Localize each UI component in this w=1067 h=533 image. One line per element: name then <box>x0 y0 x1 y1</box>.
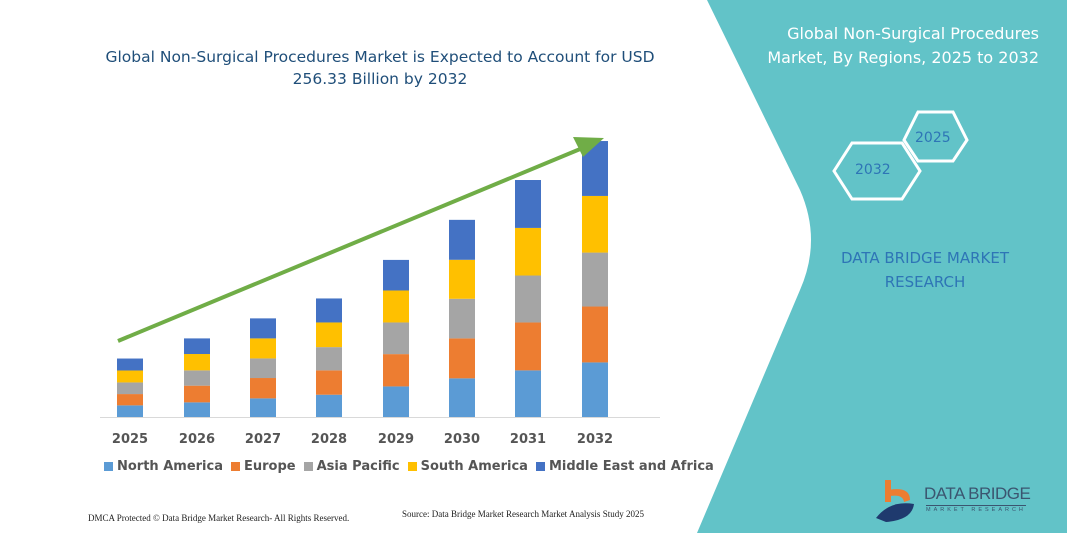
side-panel-background <box>697 0 1067 533</box>
bar-segment-2030-middle-east-and-africa <box>449 219 475 260</box>
bar-segment-2030-south-america <box>449 259 475 299</box>
bar-segment-2031-south-america <box>515 227 541 276</box>
bar-segment-2029-south-america <box>383 290 409 323</box>
bar-segment-2027-europe <box>250 378 276 399</box>
bar-segment-2029-europe <box>383 354 409 387</box>
bar-segment-2032-asia-pacific <box>582 252 608 307</box>
bar-segment-2025-asia-pacific <box>117 382 143 395</box>
bar-segment-2032-europe <box>582 306 608 363</box>
legend-label: Middle East and Africa <box>548 459 714 474</box>
bar-segment-2026-europe <box>184 385 210 403</box>
bar-segment-2029-asia-pacific <box>383 322 409 355</box>
bar-segment-2027-north-america <box>250 398 276 417</box>
hexagon-2025 <box>902 110 969 163</box>
bar-segment-2030-north-america <box>449 378 475 417</box>
legend-label: South America <box>420 459 528 474</box>
x-tick-label: 2031 <box>510 432 546 447</box>
legend-item: South America <box>407 459 528 474</box>
bar-segment-2030-europe <box>449 338 475 379</box>
hex-label-2025: 2025 <box>915 130 951 146</box>
trend-arrow <box>117 137 604 343</box>
legend-item: Europe <box>231 459 296 474</box>
bar-segment-2026-asia-pacific <box>184 370 210 386</box>
bar-segment-2031-middle-east-and-africa <box>515 180 541 228</box>
legend-label: North America <box>117 459 223 474</box>
chart-legend: North America Europe Asia Pacific South Ame… <box>104 459 714 474</box>
legend-swatch <box>535 462 545 471</box>
bar-segment-2028-south-america <box>316 322 342 348</box>
legend-item: Asia Pacific <box>303 459 400 474</box>
side-panel-title: Global Non-Surgical Procedures Market, B… <box>767 24 1039 67</box>
bar-segment-2032-south-america <box>582 195 608 253</box>
x-tick-label: 2032 <box>577 432 613 447</box>
legend-swatch <box>231 462 240 471</box>
hexagon-2032 <box>832 141 922 201</box>
bar-segment-2025-south-america <box>117 370 143 383</box>
bar-segment-2029-middle-east-and-africa <box>383 259 409 291</box>
bar-segment-2027-asia-pacific <box>250 358 276 379</box>
logo-text: DATA BRIDGE <box>924 484 1031 503</box>
hex-label-2032: 2032 <box>855 162 891 178</box>
legend-item: Middle East and Africa <box>535 459 714 474</box>
legend-label: Asia Pacific <box>316 459 400 474</box>
bar-segment-2030-asia-pacific <box>449 298 475 339</box>
bar-segment-2028-europe <box>316 370 342 395</box>
bar-segment-2026-north-america <box>184 402 210 417</box>
x-tick-label: 2025 <box>112 432 148 447</box>
bar-segment-2025-europe <box>117 394 143 406</box>
x-tick-label: 2030 <box>444 432 480 447</box>
x-tick-label: 2026 <box>179 432 215 447</box>
stacked-bars <box>117 141 608 417</box>
legend-label: Europe <box>244 459 296 474</box>
logo-subtext: MARKET RESEARCH <box>926 505 1026 513</box>
logo-icon <box>876 480 914 522</box>
legend-swatch <box>303 462 313 471</box>
bar-segment-2028-north-america <box>316 394 342 417</box>
bar-segment-2027-south-america <box>250 338 276 359</box>
bar-segment-2032-north-america <box>582 362 608 417</box>
x-tick-label: 2028 <box>311 432 347 447</box>
bar-segment-2025-middle-east-and-africa <box>117 358 143 371</box>
x-tick-label: 2027 <box>245 432 281 447</box>
footer-source: Source: Data Bridge Market Research Mark… <box>402 509 644 519</box>
brand-text: DATA BRIDGE MARKET RESEARCH <box>840 249 1010 291</box>
bar-segment-2029-north-america <box>383 386 409 417</box>
footer-copyright: DMCA Protected © Data Bridge Market Rese… <box>88 513 350 523</box>
bar-segment-2031-asia-pacific <box>515 275 541 323</box>
bar-segment-2028-middle-east-and-africa <box>316 298 342 323</box>
legend-swatch <box>407 462 417 471</box>
chart-title: Global Non-Surgical Procedures Market is… <box>105 48 655 88</box>
x-tick-label: 2029 <box>378 432 414 447</box>
bar-segment-2025-north-america <box>117 405 143 417</box>
bar-segment-2026-south-america <box>184 354 210 371</box>
bar-segment-2031-europe <box>515 322 541 371</box>
bar-segment-2026-middle-east-and-africa <box>184 338 210 355</box>
bar-segment-2028-asia-pacific <box>316 347 342 371</box>
legend-swatch <box>104 462 113 471</box>
legend-item: North America <box>104 459 223 474</box>
bar-segment-2027-middle-east-and-africa <box>250 318 276 339</box>
bar-segment-2031-north-america <box>515 370 541 417</box>
x-tick-labels: 2025 2026 2027 2028 2029 2030 2031 2032 <box>112 432 613 447</box>
